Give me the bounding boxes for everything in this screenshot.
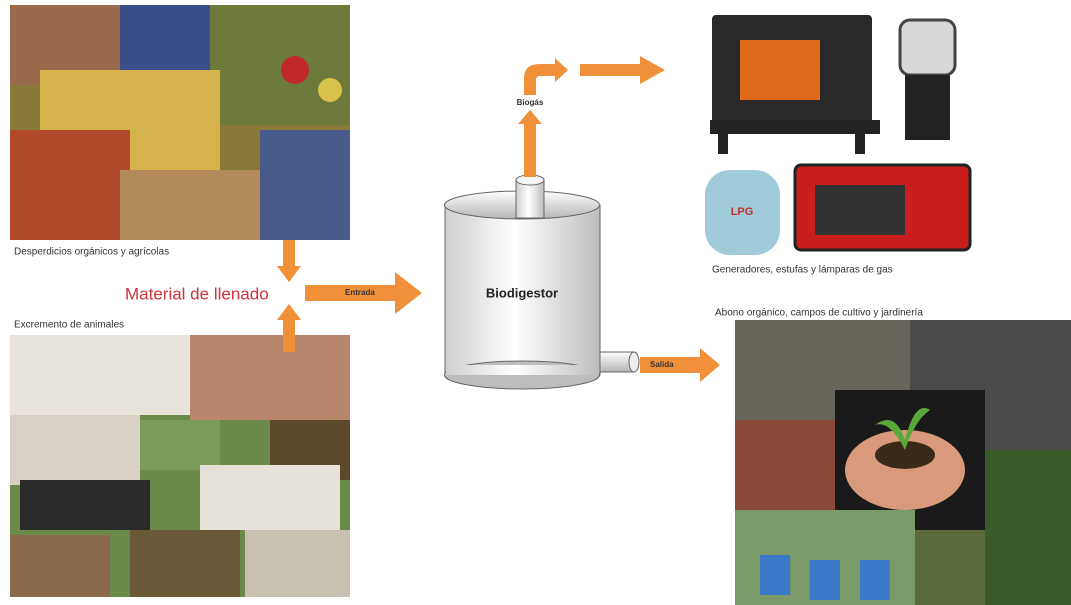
- biogas-arrows: [518, 56, 665, 177]
- gas-uses-label: Generadores, estufas y lámparas de gas: [712, 265, 893, 276]
- entrada-label: Entrada: [345, 288, 375, 297]
- tank-label: Biodigestor: [486, 285, 558, 300]
- biodigester-tank: [445, 175, 640, 389]
- salida-label: Salida: [650, 360, 674, 369]
- animal-label: Excremento de animales: [14, 320, 124, 331]
- fertilizer-label: Abono orgánico, campos de cultivo y jard…: [715, 308, 923, 319]
- biogas-label: Biogás: [517, 98, 544, 107]
- fertilizer-images: [735, 320, 1071, 605]
- gas-uses-images: LPG: [705, 15, 970, 255]
- animal-collage: [10, 335, 350, 597]
- diagram: Desperdicios orgánicos y agrícolas Excre…: [0, 0, 1071, 605]
- waste-label: Desperdicios orgánicos y agrícolas: [14, 247, 169, 258]
- merge-label: Material de llenado: [125, 284, 269, 303]
- waste-collage: [10, 5, 350, 240]
- svg-text:LPG: LPG: [731, 206, 754, 218]
